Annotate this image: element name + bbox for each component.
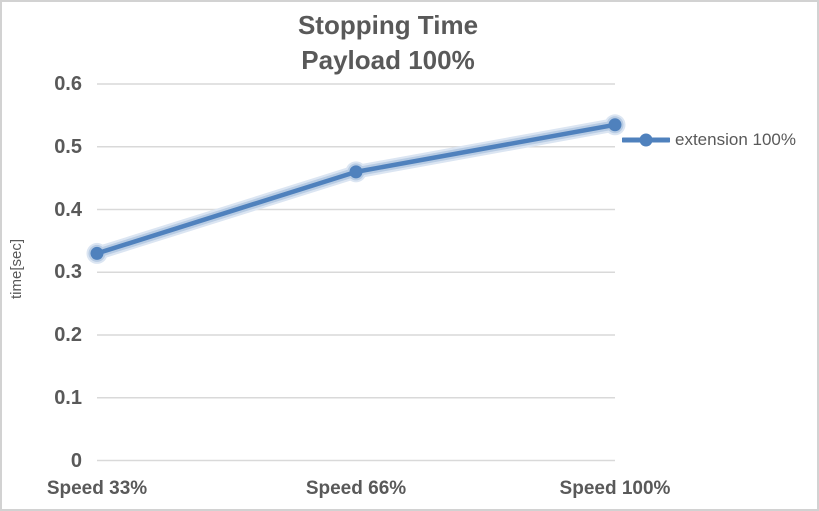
y-tick-label: 0.4 bbox=[54, 198, 82, 221]
data-point-marker bbox=[349, 165, 363, 179]
series-line-glow-outer bbox=[90, 118, 622, 261]
y-tick-label: 0.6 bbox=[54, 73, 82, 95]
chart-title: Stopping Time Payload 100% bbox=[2, 8, 774, 78]
chart-title-line2: Payload 100% bbox=[301, 45, 475, 75]
legend-series-label: extension 100% bbox=[675, 130, 796, 149]
x-category-label: Speed 100% bbox=[559, 478, 671, 499]
x-category-label: Speed 33% bbox=[46, 478, 148, 499]
legend: extension 100% bbox=[622, 128, 796, 152]
y-tick-label: 0.3 bbox=[54, 261, 82, 284]
y-tick-label: 0.5 bbox=[54, 135, 82, 158]
data-point-marker bbox=[608, 118, 622, 132]
chart-title-line1: Stopping Time bbox=[297, 10, 479, 40]
legend-line-marker-icon bbox=[622, 133, 670, 147]
data-point-marker bbox=[90, 246, 104, 260]
y-tick-label: 0.2 bbox=[54, 324, 82, 346]
y-tick-label: 0 bbox=[70, 449, 82, 472]
x-category-label: Speed 66% bbox=[305, 478, 407, 499]
y-tick-label: 0.1 bbox=[54, 386, 82, 409]
